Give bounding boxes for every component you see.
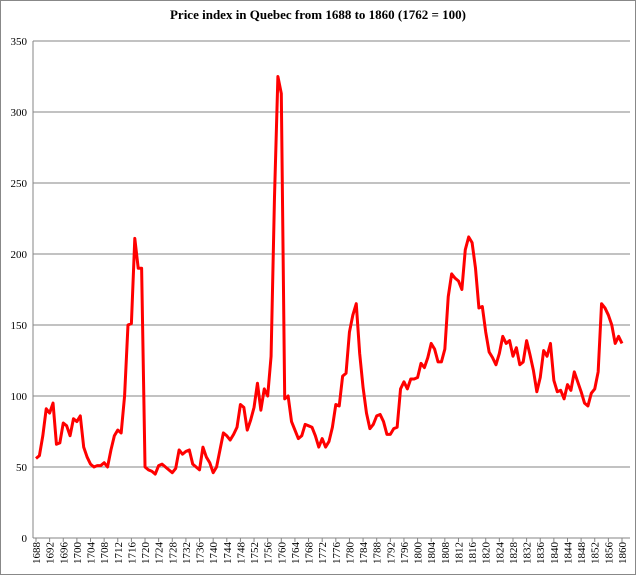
x-tick-label: 1828 — [508, 542, 520, 565]
x-tick-label: 1724 — [154, 542, 166, 565]
x-tick-label: 1816 — [467, 542, 479, 565]
y-tick-label: 250 — [11, 178, 28, 190]
x-tick-label: 1776 — [331, 542, 343, 565]
x-tick-label: 1736 — [195, 542, 207, 565]
x-tick-label: 1780 — [344, 542, 356, 565]
x-tick-label: 1716 — [126, 542, 138, 565]
y-tick-label: 200 — [11, 249, 28, 261]
x-tick-label: 1860 — [617, 542, 629, 565]
y-tick-label: 50 — [16, 462, 28, 474]
x-tick-label: 1760 — [276, 542, 288, 565]
x-tick-label: 1700 — [72, 542, 84, 565]
x-tick-label: 1848 — [576, 542, 588, 565]
y-tick-label: 100 — [11, 391, 28, 403]
x-tick-label: 1764 — [290, 542, 302, 565]
x-tick-label: 1704 — [86, 542, 98, 565]
y-tick-label: 150 — [11, 320, 28, 332]
x-tick-label: 1712 — [113, 542, 125, 564]
x-tick-label: 1784 — [358, 542, 370, 565]
x-tick-label: 1688 — [31, 542, 43, 565]
x-tick-label: 1796 — [399, 542, 411, 565]
x-tick-label: 1856 — [603, 542, 615, 565]
data-line — [35, 75, 624, 476]
x-tick-label: 1744 — [222, 542, 234, 565]
x-tick-label: 1772 — [317, 542, 329, 564]
y-tick-label: 300 — [11, 107, 28, 119]
x-tick-label: 1840 — [549, 542, 561, 565]
x-tick-label: 1824 — [494, 542, 506, 565]
y-tick-label: 0 — [22, 533, 28, 545]
chart-title: Price index in Quebec from 1688 to 1860 … — [170, 7, 466, 22]
x-tick-label: 1804 — [426, 542, 438, 565]
y-tick-label: 350 — [11, 36, 28, 48]
x-tick-label: 1832 — [522, 542, 534, 564]
x-tick-label: 1844 — [562, 542, 574, 565]
x-tick-label: 1800 — [413, 542, 425, 565]
x-tick-label: 1836 — [535, 542, 547, 565]
x-tick-label: 1728 — [167, 542, 179, 565]
x-tick-label: 1852 — [590, 542, 602, 564]
x-tick-label: 1808 — [440, 542, 452, 565]
x-tick-label: 1792 — [385, 542, 397, 564]
x-tick-label: 1788 — [372, 542, 384, 565]
x-tick-label: 1748 — [235, 542, 247, 565]
x-tick-label: 1756 — [263, 542, 275, 565]
x-tick-label: 1708 — [99, 542, 111, 565]
x-tick-label: 1740 — [208, 542, 220, 565]
x-tick-label: 1820 — [481, 542, 493, 565]
x-tick-label: 1768 — [304, 542, 316, 565]
x-tick-label: 1732 — [181, 542, 193, 564]
x-tick-label: 1812 — [453, 542, 465, 564]
x-tick-label: 1752 — [249, 542, 261, 564]
x-tick-label: 1692 — [45, 542, 57, 564]
x-tick-label: 1696 — [58, 542, 70, 565]
x-tick-label: 1720 — [140, 542, 152, 565]
